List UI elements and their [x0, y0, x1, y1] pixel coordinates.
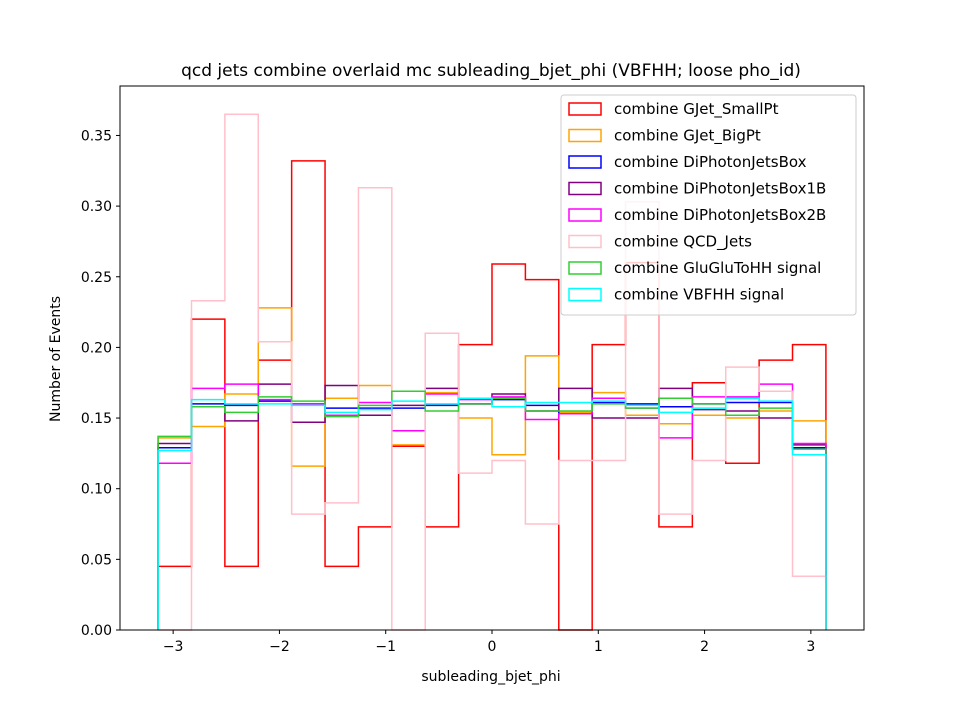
x-tick-label: −1 [375, 639, 396, 655]
legend-label: combine DiPhotonJetsBox1B [614, 180, 826, 198]
y-tick-label: 0.30 [81, 199, 112, 215]
x-tick-label: 2 [700, 639, 709, 655]
y-tick-label: 0.25 [81, 270, 112, 286]
x-tick-label: −3 [163, 639, 184, 655]
legend-label: combine VBFHH signal [614, 286, 784, 304]
chart-title: qcd jets combine overlaid mc subleading_… [181, 61, 801, 81]
x-tick-label: 3 [806, 639, 815, 655]
y-tick-label: 0.00 [81, 623, 112, 639]
legend-swatch [568, 102, 602, 116]
legend-label: combine DiPhotonJetsBox [614, 153, 807, 171]
plot-area [157, 113, 827, 631]
y-tick-label: 0.15 [81, 411, 112, 427]
legend-label: combine GJet_SmallPt [614, 100, 779, 119]
y-tick-label: 0.05 [81, 552, 112, 568]
y-tick-label: 0.20 [81, 340, 112, 356]
legend-label: combine GluGluToHH signal [614, 259, 821, 277]
legend-swatch [568, 128, 602, 143]
y-axis-label: Number of Events [48, 296, 64, 422]
legend-swatch [568, 287, 602, 302]
legend-label: combine GJet_BigPt [614, 127, 761, 146]
x-tick-label: 1 [594, 639, 603, 655]
legend-label: combine DiPhotonJetsBox2B [614, 206, 826, 224]
x-tick-label: −2 [269, 639, 290, 655]
y-tick-label: 0.35 [81, 128, 112, 144]
y-axis: 0.00 0.05 0.10 0.15 0.20 0.25 0.30 0.35 [81, 128, 120, 639]
legend-label: combine QCD_Jets [614, 233, 752, 252]
legend-box [560, 94, 857, 316]
x-axis-label: subleading_bjet_phi [421, 669, 560, 685]
legend-swatch [568, 261, 602, 275]
x-tick-label: 0 [488, 639, 497, 655]
legend-swatch [568, 181, 602, 196]
series-line-7 [157, 397, 827, 630]
legend-swatch [568, 234, 602, 249]
y-tick-label: 0.10 [81, 482, 112, 498]
legend-swatch [568, 155, 602, 169]
x-axis: −3 −2 −1 0 1 2 3 [163, 630, 815, 655]
legend-swatch [568, 208, 602, 222]
